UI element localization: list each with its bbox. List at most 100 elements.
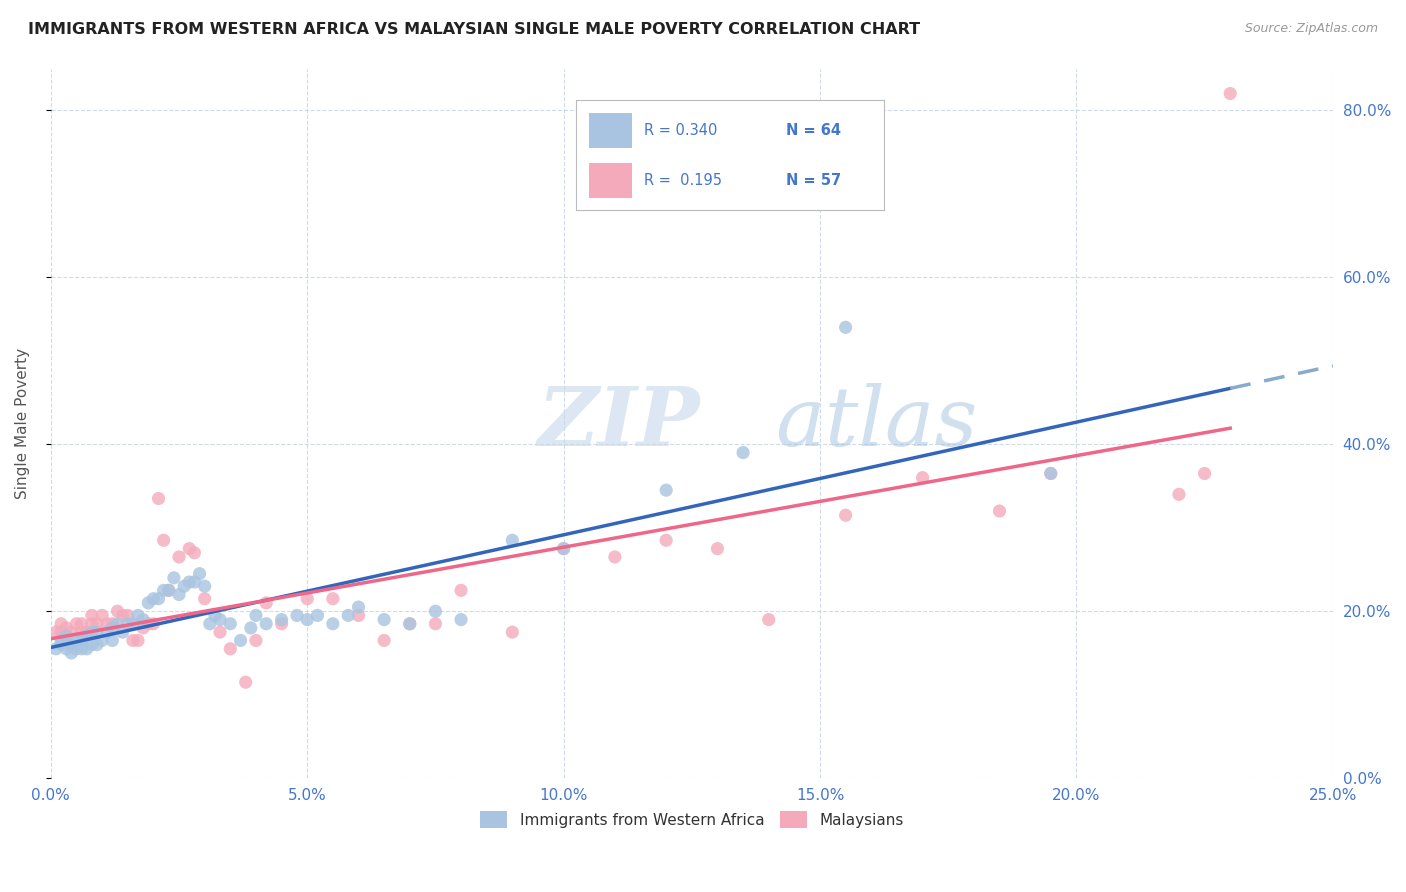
Point (142, 616, 165, 631)
Point (834, 320, 856, 334)
Point (347, 600, 370, 615)
Point (1039, 467, 1062, 481)
Point (132, 613, 155, 627)
Point (254, 616, 277, 631)
Point (152, 583, 174, 598)
Point (91, 608, 114, 623)
Point (398, 616, 420, 631)
Point (122, 616, 145, 631)
Point (179, 574, 201, 589)
Point (706, 541, 728, 556)
Point (70, 633, 93, 648)
Point (229, 633, 252, 648)
Point (148, 591, 170, 606)
Point (603, 549, 626, 564)
Text: IMMIGRANTS FROM WESTERN AFRICA VS MALAYSIAN SINGLE MALE POVERTY CORRELATION CHAR: IMMIGRANTS FROM WESTERN AFRICA VS MALAYS… (28, 22, 921, 37)
Point (136, 596, 159, 610)
Point (204, 608, 226, 623)
Point (307, 608, 329, 623)
Point (65, 633, 87, 648)
Point (49, 616, 72, 631)
Point (107, 604, 129, 618)
Point (235, 675, 257, 690)
Point (733, 445, 755, 459)
Point (285, 608, 308, 623)
Point (322, 616, 344, 631)
Point (127, 633, 149, 648)
Point (55, 629, 77, 643)
Point (163, 571, 186, 585)
Point (76, 629, 98, 643)
Text: atlas: atlas (775, 384, 977, 463)
Point (219, 641, 242, 656)
Point (183, 574, 205, 589)
Point (80, 625, 103, 640)
Point (49, 638, 72, 652)
Point (209, 613, 232, 627)
Point (270, 613, 292, 627)
Point (179, 541, 201, 556)
Point (122, 633, 145, 648)
Point (70, 625, 93, 640)
Point (80, 638, 103, 652)
Point (76, 641, 98, 656)
Text: Source: ZipAtlas.com: Source: ZipAtlas.com (1244, 22, 1378, 36)
Point (101, 616, 124, 631)
Point (501, 533, 523, 548)
Y-axis label: Single Male Poverty: Single Male Poverty (15, 348, 30, 499)
Point (96, 616, 118, 631)
Text: ZIP: ZIP (538, 384, 700, 463)
Point (101, 621, 124, 635)
Point (86, 616, 108, 631)
Point (209, 625, 232, 640)
Point (49, 633, 72, 648)
Point (76, 625, 98, 640)
Point (60, 646, 83, 660)
Point (49, 625, 72, 640)
Point (65, 616, 87, 631)
Legend: Immigrants from Western Africa, Malaysians: Immigrants from Western Africa, Malaysia… (474, 805, 910, 834)
Point (911, 470, 934, 484)
Point (148, 491, 170, 506)
Point (239, 621, 262, 635)
Point (55, 621, 77, 635)
Point (60, 625, 83, 640)
Point (655, 533, 678, 548)
Point (373, 613, 395, 627)
Point (111, 608, 134, 623)
Point (501, 625, 523, 640)
Point (198, 616, 221, 631)
Point (117, 608, 139, 623)
Point (80, 608, 103, 623)
Point (450, 583, 472, 598)
Point (219, 616, 242, 631)
Point (322, 591, 344, 606)
Point (655, 483, 678, 498)
Point (167, 549, 190, 564)
Point (254, 596, 277, 610)
Point (117, 616, 139, 631)
Point (347, 608, 370, 623)
Point (297, 591, 319, 606)
Point (188, 566, 211, 581)
Point (157, 583, 180, 598)
Point (111, 625, 134, 640)
Point (45, 641, 67, 656)
Point (834, 508, 856, 523)
Point (245, 633, 267, 648)
Point (86, 638, 108, 652)
Point (55, 641, 77, 656)
Point (194, 591, 217, 606)
Point (152, 533, 174, 548)
Point (91, 633, 114, 648)
Point (553, 541, 575, 556)
Point (194, 579, 217, 593)
Point (101, 633, 124, 648)
Point (373, 633, 395, 648)
Point (127, 608, 149, 623)
Point (553, 541, 575, 556)
Point (55, 629, 77, 643)
Point (1219, 87, 1241, 101)
Point (80, 616, 103, 631)
Point (245, 608, 267, 623)
